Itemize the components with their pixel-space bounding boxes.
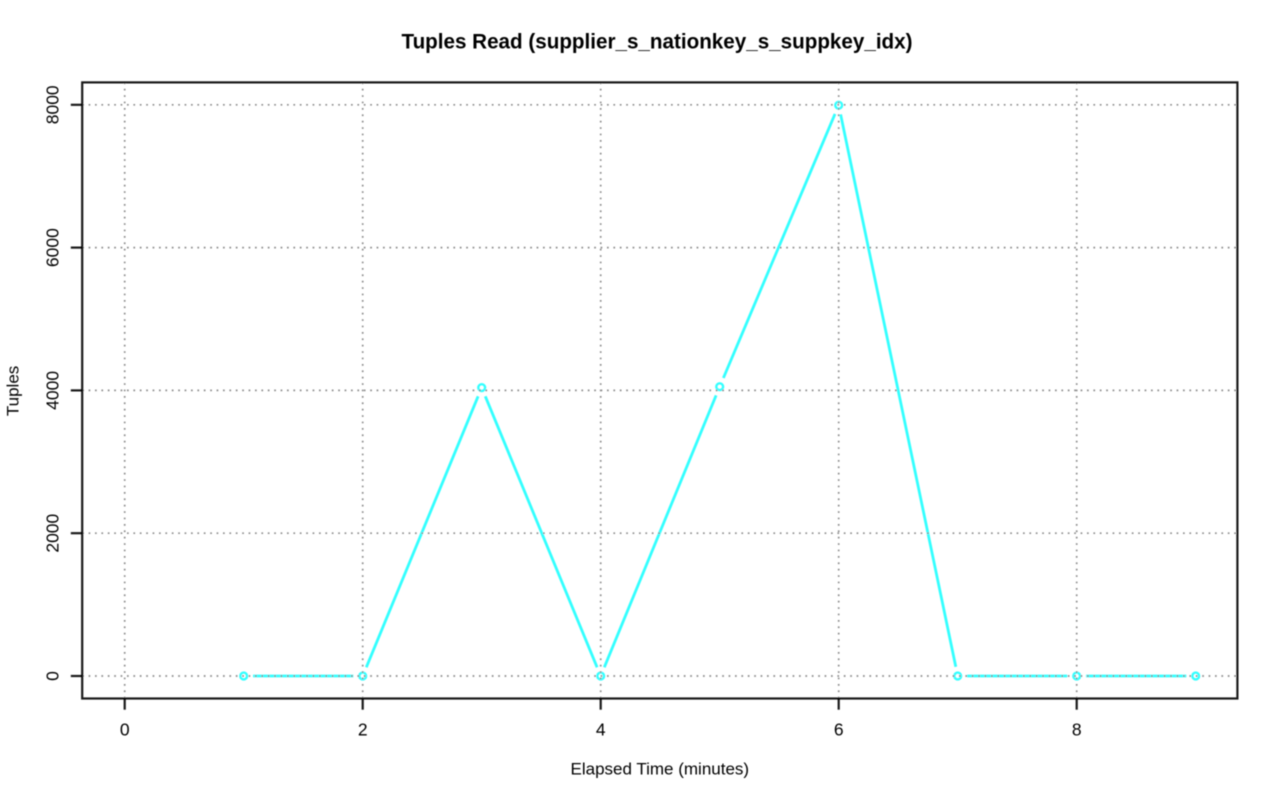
svg-text:6: 6 bbox=[834, 720, 844, 740]
svg-text:8: 8 bbox=[1072, 720, 1082, 740]
svg-text:4000: 4000 bbox=[43, 371, 63, 410]
svg-text:Tuples Read (supplier_s_nation: Tuples Read (supplier_s_nationkey_s_supp… bbox=[402, 31, 913, 54]
svg-text:8000: 8000 bbox=[43, 85, 63, 124]
svg-text:4: 4 bbox=[596, 720, 606, 740]
svg-text:6000: 6000 bbox=[43, 228, 63, 267]
svg-text:2: 2 bbox=[358, 720, 368, 740]
svg-text:Elapsed Time (minutes): Elapsed Time (minutes) bbox=[571, 760, 750, 779]
svg-text:2000: 2000 bbox=[43, 513, 63, 552]
svg-text:0: 0 bbox=[43, 671, 63, 681]
svg-text:0: 0 bbox=[120, 720, 130, 740]
svg-text:Tuples: Tuples bbox=[4, 366, 23, 416]
